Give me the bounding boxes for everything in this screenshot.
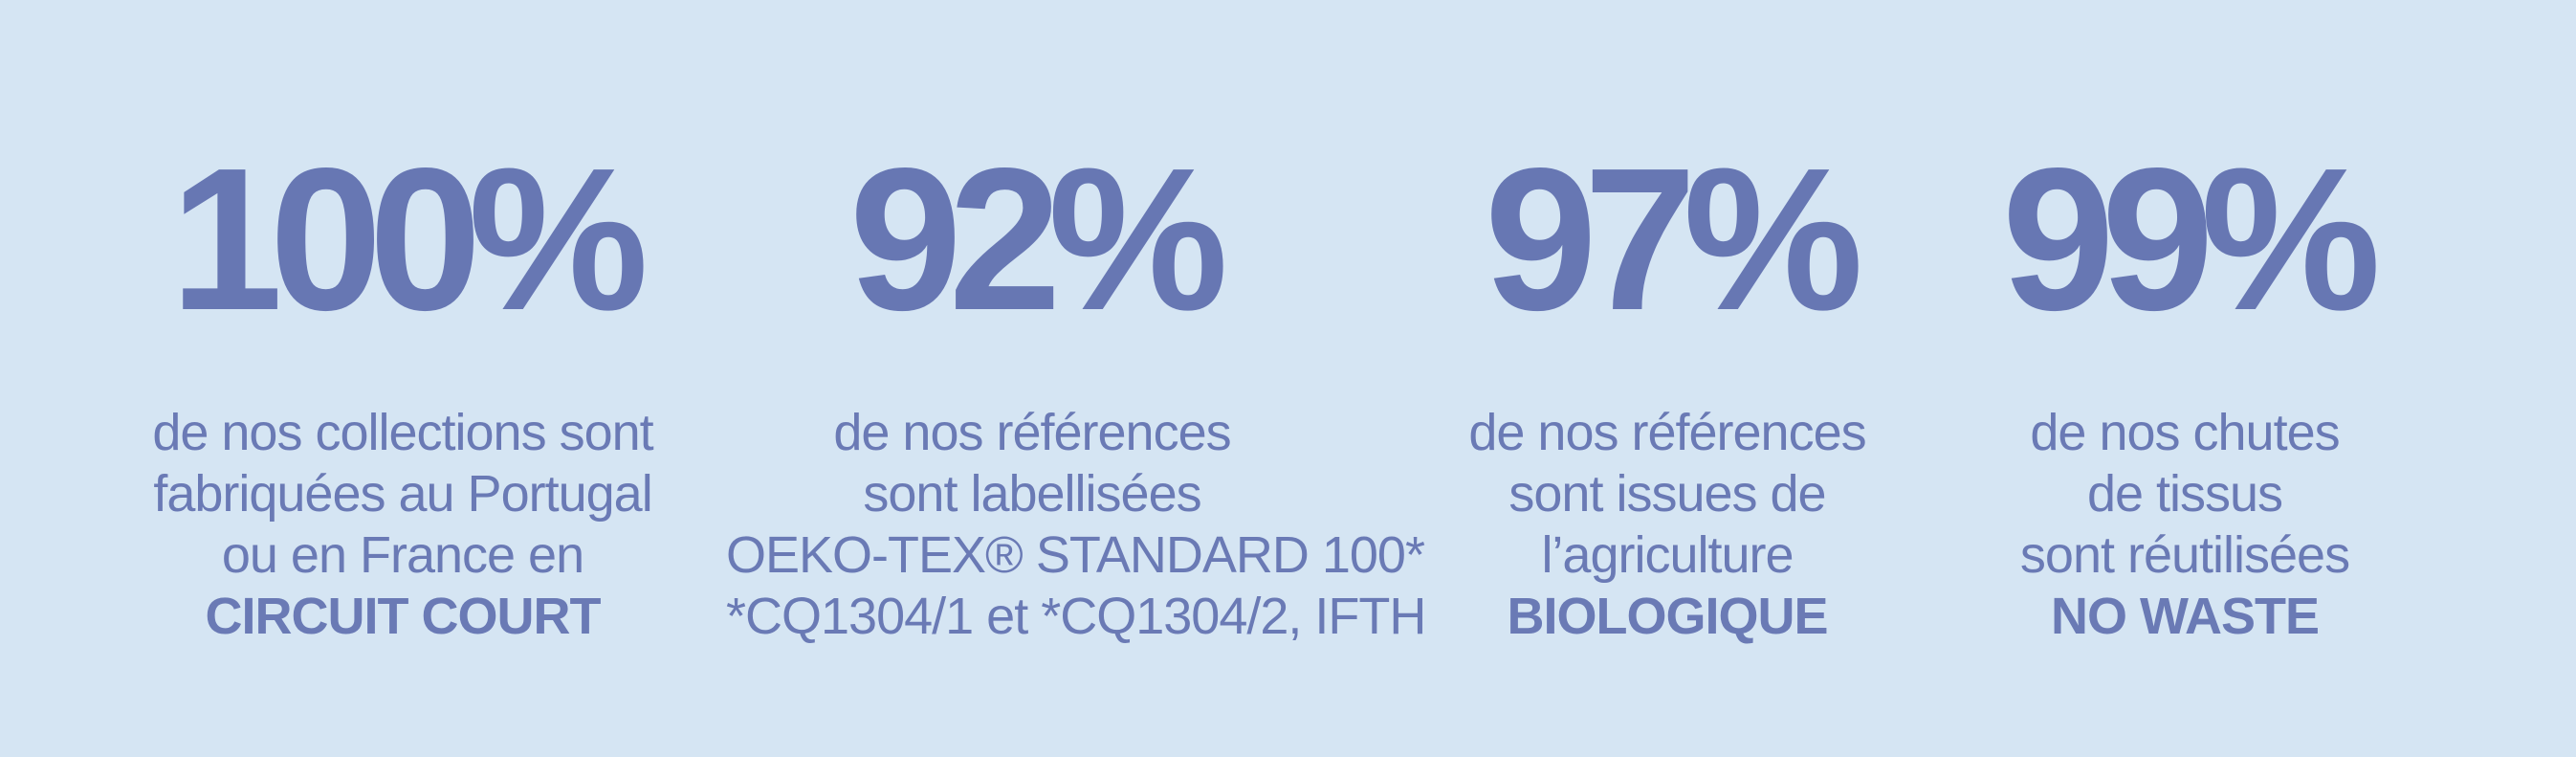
stat-value: 92% [848,125,1228,352]
stat-value: 97% [1484,125,1863,352]
description-line: *CQ1304/1 et *CQ1304/2, IFTH [726,588,1426,645]
highlight-line: NO WASTE [2050,588,2320,645]
description-line: l’agriculture [1541,526,1794,584]
description-line: de nos chutes [2030,404,2340,461]
highlight-line: BIOLOGIQUE [1507,588,1828,645]
stat-description: de nos références sont issues de l’agricul… [1361,402,1973,647]
stat-value: 99% [2001,125,2381,352]
description-line: sont labellisées [863,465,1201,523]
description-line: de nos références [1468,404,1866,461]
description-line: de nos collections sont [152,404,653,461]
stat-column: 92% de nos références sont labellisées OEKO… [726,125,1426,647]
description-line: de tissus [2086,465,2283,523]
description-line: sont réutilisées [2019,526,2350,584]
highlight-line: CIRCUIT COURT [205,588,602,645]
stat-value: 100% [169,125,649,352]
description-line: de nos références [833,404,1231,461]
stat-description: de nos collections sont fabriquées au Por… [97,402,709,647]
stat-description: de nos références sont labellisées OEKO-TE… [726,402,1426,647]
description-line: ou en France en [221,526,584,584]
stat-column: 97% de nos références sont issues de l’agri… [1361,125,1973,647]
description-line: OEKO-TEX® STANDARD 100* [726,526,1425,584]
description-line: fabriquées au Portugal [153,465,652,523]
stat-column: 99% de nos chutes de tissus sont réutilisée… [1879,125,2491,647]
stat-column: 100% de nos collections sont fabriquées au… [97,125,709,647]
description-line: sont issues de [1508,465,1826,523]
stat-description: de nos chutes de tissus sont réutilisées NO… [1879,402,2491,647]
